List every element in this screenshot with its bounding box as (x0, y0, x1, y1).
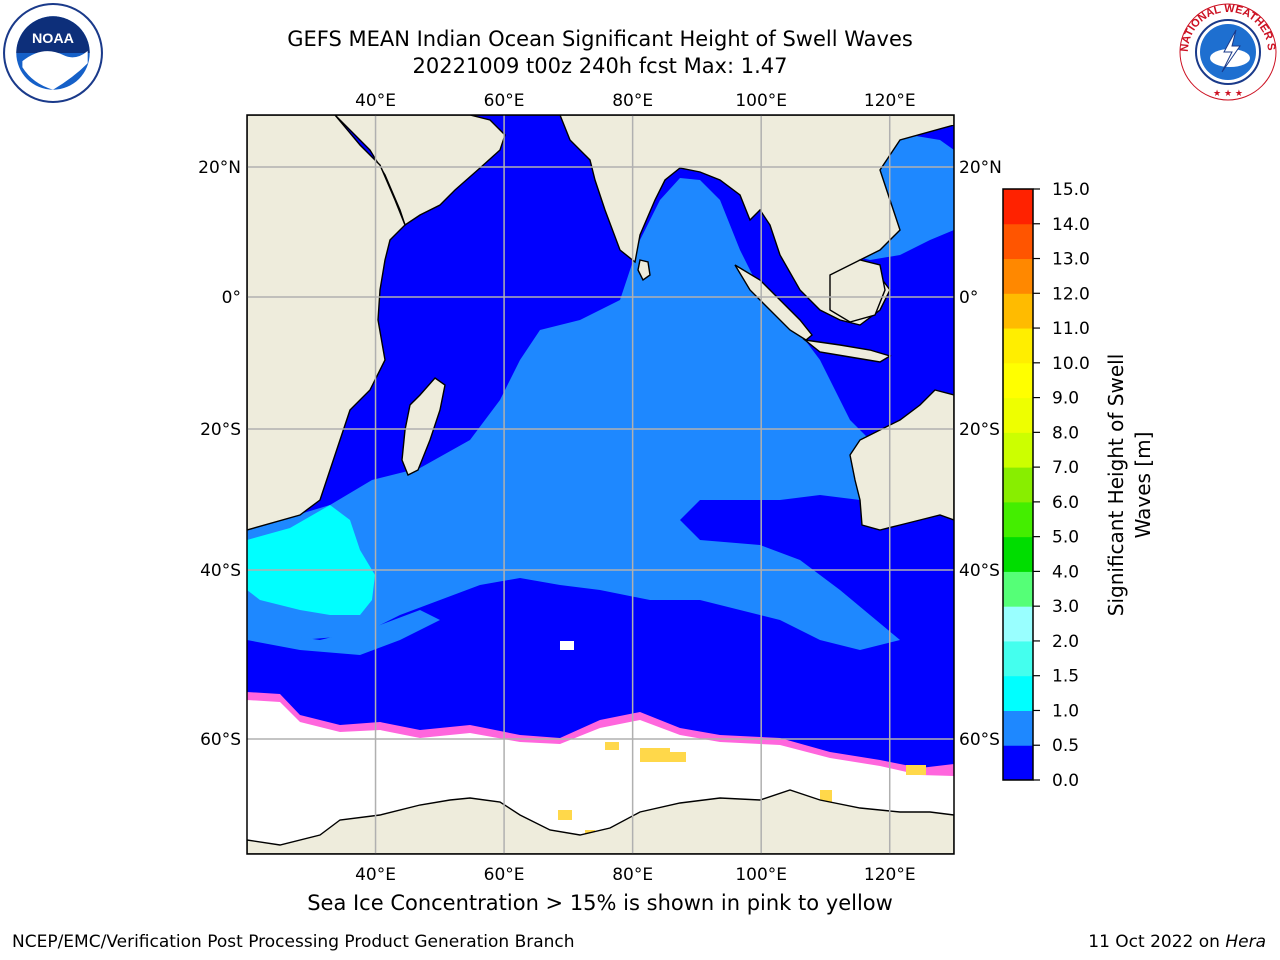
lat-label-right: 0° (959, 288, 978, 308)
colorbar-tick-label: 11.0 (1052, 319, 1090, 339)
colorbar-tick-label: 7.0 (1052, 458, 1079, 478)
colorbar-tick-label: 9.0 (1052, 389, 1079, 409)
kerguelen-island (560, 641, 574, 650)
chart-title-line2: 20221009 t00z 240h fcst Max: 1.47 (412, 54, 788, 78)
lon-label-bottom: 100°E (735, 865, 787, 885)
noaa-logo: NOAA (3, 3, 103, 103)
map-area (247, 115, 954, 854)
colorbar-frame (1002, 188, 1034, 781)
lon-label-top: 80°E (612, 91, 653, 111)
colorbar-segment (1003, 501, 1033, 538)
colorbar-segment (1003, 328, 1033, 364)
colorbar-tick-label: 2.0 (1052, 632, 1079, 652)
footer-credit: NCEP/EMC/Verification Post Processing Pr… (12, 932, 575, 952)
map-frame (246, 114, 955, 855)
swell-band-mid (247, 178, 900, 650)
colorbar-ticks: 0.0 0.5 1.0 1.5 2.0 3.0 4.0 5.0 6.0 7.0 8.0 9.0 10.0… (1033, 180, 1090, 791)
sea-ice-caption: Sea Ice Concentration > 15% is shown in … (307, 891, 893, 915)
colorbar-segment (1003, 745, 1033, 781)
lon-label-top: 60°E (484, 91, 525, 111)
colorbar-tick-label: 3.0 (1052, 597, 1079, 617)
australia-land (849, 389, 954, 531)
colorbar (1003, 189, 1033, 781)
colorbar-tick-label: 12.0 (1052, 284, 1090, 304)
sumatra-land (734, 264, 813, 341)
lat-label-left: 60°S (200, 730, 241, 750)
lon-labels-bottom: 40°E 60°E 80°E 100°E 120°E (355, 865, 915, 885)
nws-logo: NATIONAL WEATHER SERVICE ★ ★ ★ (1178, 2, 1277, 101)
lon-label-bottom: 120°E (864, 865, 916, 885)
lat-label-right: 20°S (959, 420, 1000, 440)
lon-label-bottom: 40°E (355, 865, 396, 885)
colorbar-tick-label: 5.0 (1052, 528, 1079, 548)
lat-label-right: 60°S (959, 730, 1000, 750)
colorbar-tick-label: 13.0 (1052, 250, 1090, 270)
swell-band-mid-west (247, 610, 440, 655)
colorbar-tick-label: 0.5 (1052, 736, 1079, 756)
lat-label-left: 40°S (200, 561, 241, 581)
colorbar-tick-label: 14.0 (1052, 215, 1090, 235)
lat-label-right: 40°S (959, 561, 1000, 581)
antarctica-land (247, 789, 954, 854)
madagascar-land (401, 377, 446, 476)
colorbar-segment (1003, 710, 1033, 746)
colorbar-tick-label: 8.0 (1052, 423, 1079, 443)
lat-label-right: 20°N (959, 158, 1002, 178)
map-graticule (247, 115, 954, 854)
lon-labels-top: 40°E 60°E 80°E 100°E 120°E (355, 91, 915, 111)
svg-text:★ ★ ★: ★ ★ ★ (1213, 89, 1243, 99)
swell-band-high (247, 505, 375, 615)
sri-lanka-land (637, 259, 651, 282)
footer-date: 11 Oct 2022 on Hera (1088, 932, 1266, 952)
lat-labels-right: 20°N 0° 20°S 40°S 60°S (959, 158, 1002, 750)
lat-label-left: 0° (222, 288, 241, 308)
colorbar-segment (1003, 467, 1033, 503)
footer-machine: Hera (1225, 932, 1266, 952)
lon-label-top: 40°E (355, 91, 396, 111)
colorbar-segment (1003, 571, 1033, 607)
colorbar-tick-label: 1.0 (1052, 701, 1079, 721)
lon-label-top: 120°E (864, 91, 916, 111)
colorbar-segment (1003, 223, 1033, 260)
colorbar-segment (1003, 432, 1033, 468)
lon-label-bottom: 60°E (484, 865, 525, 885)
borneo-land (829, 259, 886, 323)
colorbar-segment (1003, 362, 1033, 399)
east-africa-land (247, 115, 406, 531)
colorbar-tick-label: 1.5 (1052, 667, 1079, 687)
lat-labels-left: 20°N 0° 20°S 40°S 60°S (198, 158, 241, 750)
footer-date-text: 11 Oct 2022 on (1088, 932, 1226, 952)
colorbar-segment (1003, 606, 1033, 642)
chart-title-line1: GEFS MEAN Indian Ocean Significant Heigh… (287, 27, 913, 51)
colorbar-segment (1003, 536, 1033, 572)
colorbar-tick-label: 6.0 (1052, 493, 1079, 513)
colorbar-segment (1003, 397, 1033, 433)
lat-label-left: 20°S (200, 420, 241, 440)
colorbar-tick-label: 15.0 (1052, 180, 1090, 200)
java-land (802, 338, 892, 363)
lat-label-left: 20°N (198, 158, 241, 178)
lon-label-bottom: 80°E (612, 865, 653, 885)
colorbar-tick-label: 4.0 (1052, 562, 1079, 582)
colorbar-title-line2: Waves [m] (1131, 432, 1155, 539)
colorbar-tick-label: 0.0 (1052, 771, 1079, 791)
colorbar-segment (1003, 640, 1033, 677)
colorbar-segment (1003, 189, 1033, 225)
colorbar-segment (1003, 258, 1033, 294)
colorbar-title-line1: Significant Height of Swell (1104, 354, 1128, 616)
colorbar-tick-label: 10.0 (1052, 354, 1090, 374)
lon-label-top: 100°E (735, 91, 787, 111)
colorbar-segment (1003, 675, 1033, 711)
colorbar-segment (1003, 293, 1033, 329)
svg-text:NOAA: NOAA (32, 31, 74, 47)
